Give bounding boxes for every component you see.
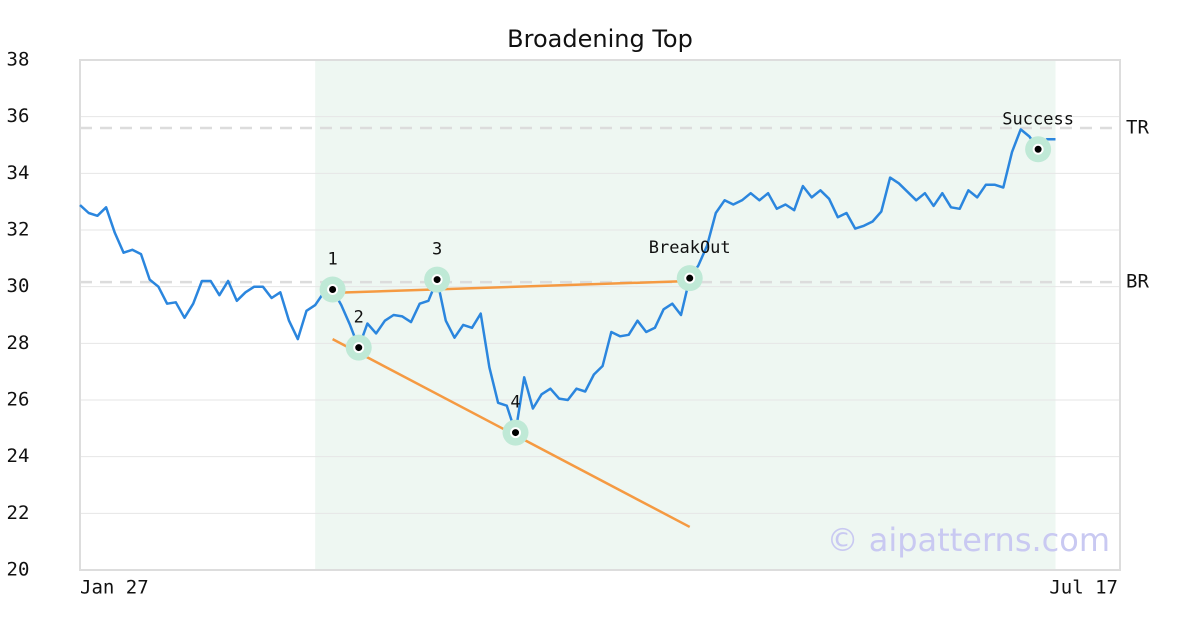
point-marker [353, 342, 365, 354]
y-tick-label: 26 [7, 389, 30, 411]
x-tick-label: Jan 27 [80, 577, 149, 599]
y-tick-label: 24 [7, 445, 30, 467]
y-tick-label: 38 [7, 49, 30, 71]
watermark: © aipatterns.com [827, 521, 1110, 559]
point-marker [1032, 143, 1044, 155]
point-marker [510, 427, 522, 439]
plot-frame [79, 59, 1121, 571]
x-tick-label: Jul 17 [1049, 577, 1118, 599]
pattern-region [315, 60, 1056, 570]
level-label: TR [1126, 117, 1149, 139]
point-marker [684, 272, 696, 284]
y-tick-label: 34 [7, 162, 30, 184]
y-tick-label: 20 [7, 559, 30, 581]
price-line [79, 128, 1056, 434]
y-tick-label: 32 [7, 219, 30, 241]
y-tick-label: 22 [7, 502, 30, 524]
trend-line [332, 279, 690, 295]
level-label: BR [1126, 271, 1149, 293]
y-tick-label: 36 [7, 105, 30, 127]
point-marker [327, 284, 339, 295]
point-label: 1 [327, 250, 337, 270]
point-label: 2 [354, 308, 364, 328]
point-label: Success [1002, 109, 1074, 129]
y-tick-label: 28 [7, 332, 30, 354]
point-label: 3 [432, 240, 442, 260]
chart-title: Broadening Top [507, 25, 693, 53]
point-marker [431, 274, 443, 286]
y-tick-label: 30 [7, 275, 30, 297]
point-label: BreakOut [649, 238, 731, 258]
point-label: 4 [510, 393, 520, 413]
